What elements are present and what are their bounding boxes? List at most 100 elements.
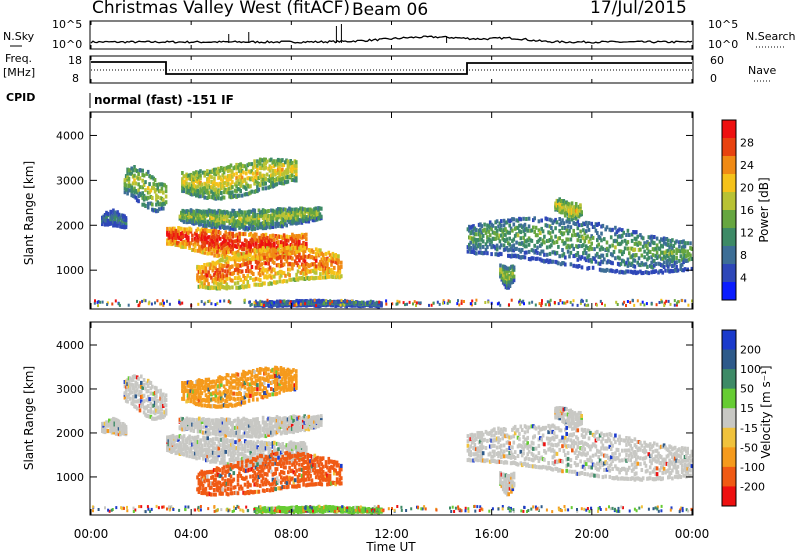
echo-cell [175,443,179,448]
echo-cell [221,276,224,281]
echo-cell [636,299,639,303]
echo-cell [200,215,204,220]
echo-cell [267,247,270,252]
echo-cell [257,266,261,270]
echo-cell [221,448,225,453]
echo-cell [254,222,258,227]
echo-cell [689,253,692,258]
echo-cell [278,180,281,185]
echo-cell [243,223,247,228]
echo-cell [228,186,231,191]
echo-cell [331,259,335,264]
freq-unit-label: [MHz] [3,66,35,79]
echo-cell [211,445,215,450]
echo-cell [303,213,306,218]
echo-cell [199,232,202,237]
echo-cell [182,227,186,232]
echo-cell [516,233,520,238]
echo-cell [266,217,269,222]
echo-cell [150,302,153,306]
echo-cell [216,245,219,250]
echo-cell [278,170,281,175]
echo-cell [205,429,208,434]
echo-cell [548,251,552,256]
echo-cell [337,268,340,273]
echo-cell [494,226,497,231]
echo-cell [197,170,201,175]
echo-cell [280,240,283,245]
echo-cell [532,248,535,253]
echo-cell [518,229,521,234]
echo-cell [601,268,605,273]
echo-cell [181,218,184,223]
echo-cell [228,430,232,435]
echo-cell [660,269,663,273]
echo-cell [160,206,164,211]
echo-cell [243,177,247,182]
echo-cell [260,300,264,305]
echo-cell [180,234,183,239]
echo-cell [521,300,523,304]
echo-cell [142,202,146,207]
echo-cell [231,216,234,221]
echo-cell [214,213,218,218]
echo-cell [508,303,510,307]
echo-cell [636,234,639,239]
echo-cell [221,250,225,255]
noise-left-label: N.Sky [3,30,35,43]
echo-cell [228,266,231,271]
echo-cell [261,223,265,228]
echo-cell [607,248,610,253]
echo-cell [231,195,234,199]
echo-cell [296,217,299,222]
echo-cell [226,181,230,186]
echo-cell [124,223,128,228]
echo-cell [206,443,209,448]
echo-cell [217,171,220,176]
echo-cell [197,265,201,270]
echo-cell [303,277,307,281]
echo-cell [646,251,649,256]
echo-cell [279,300,282,304]
echo-cell [186,190,190,195]
echo-cell [604,303,606,307]
echo-cell [601,246,605,251]
echo-cell [626,263,630,268]
echo-cell [477,237,481,242]
echo-cell [299,206,302,211]
echo-cell [475,228,478,232]
echo-cell [303,445,307,449]
echo-cell [442,301,444,305]
echo-cell [618,242,621,247]
echo-cell [258,157,262,162]
echo-cell [609,228,613,233]
echo-cell [225,250,229,254]
echo-cell [519,298,521,302]
echo-cell [621,302,624,306]
echo-cell [498,245,502,250]
echo-cell [205,440,208,445]
echo-cell [143,298,146,302]
echo-cell [199,429,202,434]
echo-cell [285,171,288,176]
echo-cell [228,276,231,281]
echo-cell [570,207,574,212]
colorbar-tick-label: 4 [740,272,747,285]
echo-cell [275,170,279,175]
echo-cell [218,282,222,287]
echo-cell [580,234,584,239]
echo-cell [181,186,184,190]
echo-cell [229,177,233,182]
echo-cell [155,403,158,408]
echo-cell [621,228,624,233]
echo-cell [314,247,318,252]
echo-cell [216,254,219,258]
echo-cell [192,423,196,428]
echo-cell [145,171,149,176]
echo-cell [363,302,366,307]
echo-cell [292,239,296,244]
echo-cell [415,301,418,305]
echo-cell [333,265,336,270]
